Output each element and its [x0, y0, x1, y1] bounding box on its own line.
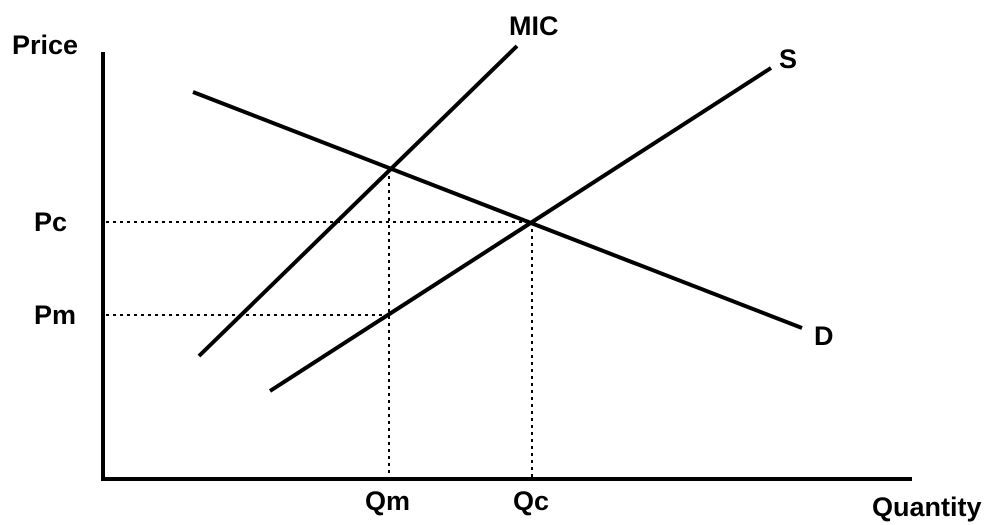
pm-label: Pm — [34, 300, 76, 330]
x-axis-label: Quantity — [872, 492, 982, 522]
demand-curve — [192, 90, 803, 330]
supply-curve-label: S — [779, 44, 797, 74]
supply-curve — [268, 66, 773, 393]
pc-label: Pc — [34, 207, 67, 237]
y-axis-label: Price — [12, 30, 78, 60]
qc-label: Qc — [513, 486, 549, 516]
demand-curve-label: D — [814, 321, 834, 351]
qm-label: Qm — [365, 486, 410, 516]
mic-curve-label: MIC — [509, 11, 559, 41]
mic-curve — [197, 44, 519, 358]
